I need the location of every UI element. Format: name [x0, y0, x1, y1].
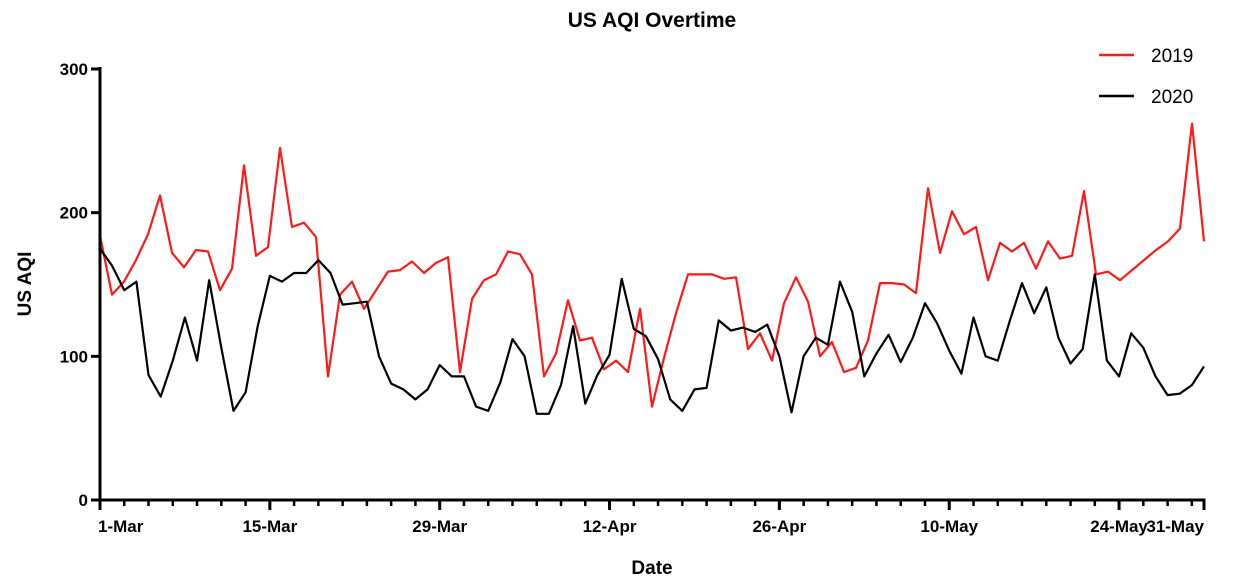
- chart-title: US AQI Overtime: [568, 9, 736, 32]
- x-axis-label: Date: [631, 558, 672, 579]
- legend-label-2020: 2020: [1151, 87, 1193, 108]
- y-axis-label: US AQI: [15, 252, 36, 317]
- x-tick-label: 26-Apr: [752, 517, 806, 536]
- x-tick-label: 31-May: [1146, 517, 1204, 536]
- legend-label-2019: 2019: [1151, 46, 1193, 67]
- x-tick-label: 10-May: [920, 517, 978, 536]
- x-tick-label: 12-Apr: [583, 517, 637, 536]
- axes: 0 100 200 300 1-Mar 15-Mar 29-Mar 12-Apr 26-Apr 1…: [60, 60, 1206, 536]
- y-tick-label: 100: [60, 347, 88, 366]
- x-tick-label: 29-Mar: [412, 517, 467, 536]
- plot-lines: [98, 122, 1206, 415]
- x-tick-label: 24-May: [1090, 517, 1148, 536]
- y-tick-label: 300: [60, 60, 88, 79]
- series-line-2019: [98, 122, 1206, 408]
- y-tick-label: 0: [79, 491, 88, 510]
- y-tick-label: 200: [60, 204, 88, 223]
- legend: 2019 2020: [1099, 46, 1193, 108]
- series-line-2020: [99, 247, 1205, 415]
- x-tick-label: 15-Mar: [242, 517, 297, 536]
- x-tick-label: 1-Mar: [98, 517, 144, 536]
